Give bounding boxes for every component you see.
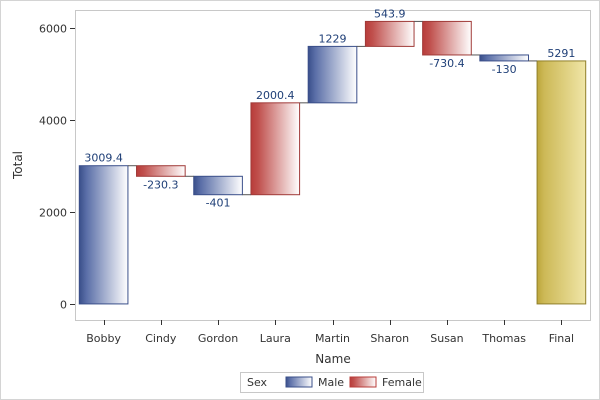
x-tick-label: Cindy — [145, 332, 177, 345]
bar-susan — [422, 20, 472, 56]
legend-title: Sex — [247, 376, 268, 389]
bar-laura — [250, 102, 301, 196]
data-label: 543.9 — [374, 7, 406, 20]
bar-sharon — [364, 20, 415, 47]
y-tick-label: 6000 — [39, 23, 67, 36]
data-label: -730.4 — [429, 57, 464, 70]
x-tick-label: Susan — [430, 332, 463, 345]
axes: 0 2000 4000 6000 Bobby Cindy Gordon Laura Martin… — [39, 23, 574, 346]
x-tick-label: Thomas — [481, 332, 526, 345]
y-tick-label: 4000 — [39, 115, 67, 128]
x-tick-label: Bobby — [86, 332, 121, 345]
x-tick-label: Laura — [260, 332, 291, 345]
x-tick-label: Gordon — [198, 332, 238, 345]
data-label: 5291 — [547, 47, 575, 60]
legend-label-male: Male — [318, 376, 344, 389]
bar-thomas — [479, 54, 529, 62]
legend-swatch-male — [285, 376, 313, 388]
bar-final — [536, 60, 587, 305]
x-axis-title: Name — [315, 352, 350, 366]
data-label: -130 — [492, 63, 517, 76]
y-tick-label: 2000 — [39, 207, 67, 220]
y-tick-label: 0 — [60, 299, 67, 312]
bars — [78, 20, 587, 305]
bar-bobby — [78, 165, 129, 305]
x-tick-label: Sharon — [370, 332, 409, 345]
legend-label-female: Female — [382, 376, 422, 389]
legend-swatch-female — [349, 376, 377, 388]
x-tick-label: Martin — [315, 332, 350, 345]
connectors — [127, 20, 538, 196]
legend: Sex Male Female — [240, 372, 424, 393]
data-label: 3009.4 — [84, 152, 123, 165]
y-axis-title: Total — [11, 151, 25, 180]
x-tick-label: Final — [549, 332, 574, 345]
data-label: -230.3 — [143, 178, 178, 191]
bar-cindy — [136, 165, 186, 177]
data-labels: 3009.4 -230.3 -401 2000.4 1229 543.9 -730.4 -13… — [84, 7, 575, 209]
data-label: 2000.4 — [256, 89, 295, 102]
bar-martin — [307, 45, 358, 104]
bar-gordon — [193, 175, 243, 196]
data-label: 1229 — [319, 32, 347, 45]
data-label: -401 — [206, 197, 231, 210]
